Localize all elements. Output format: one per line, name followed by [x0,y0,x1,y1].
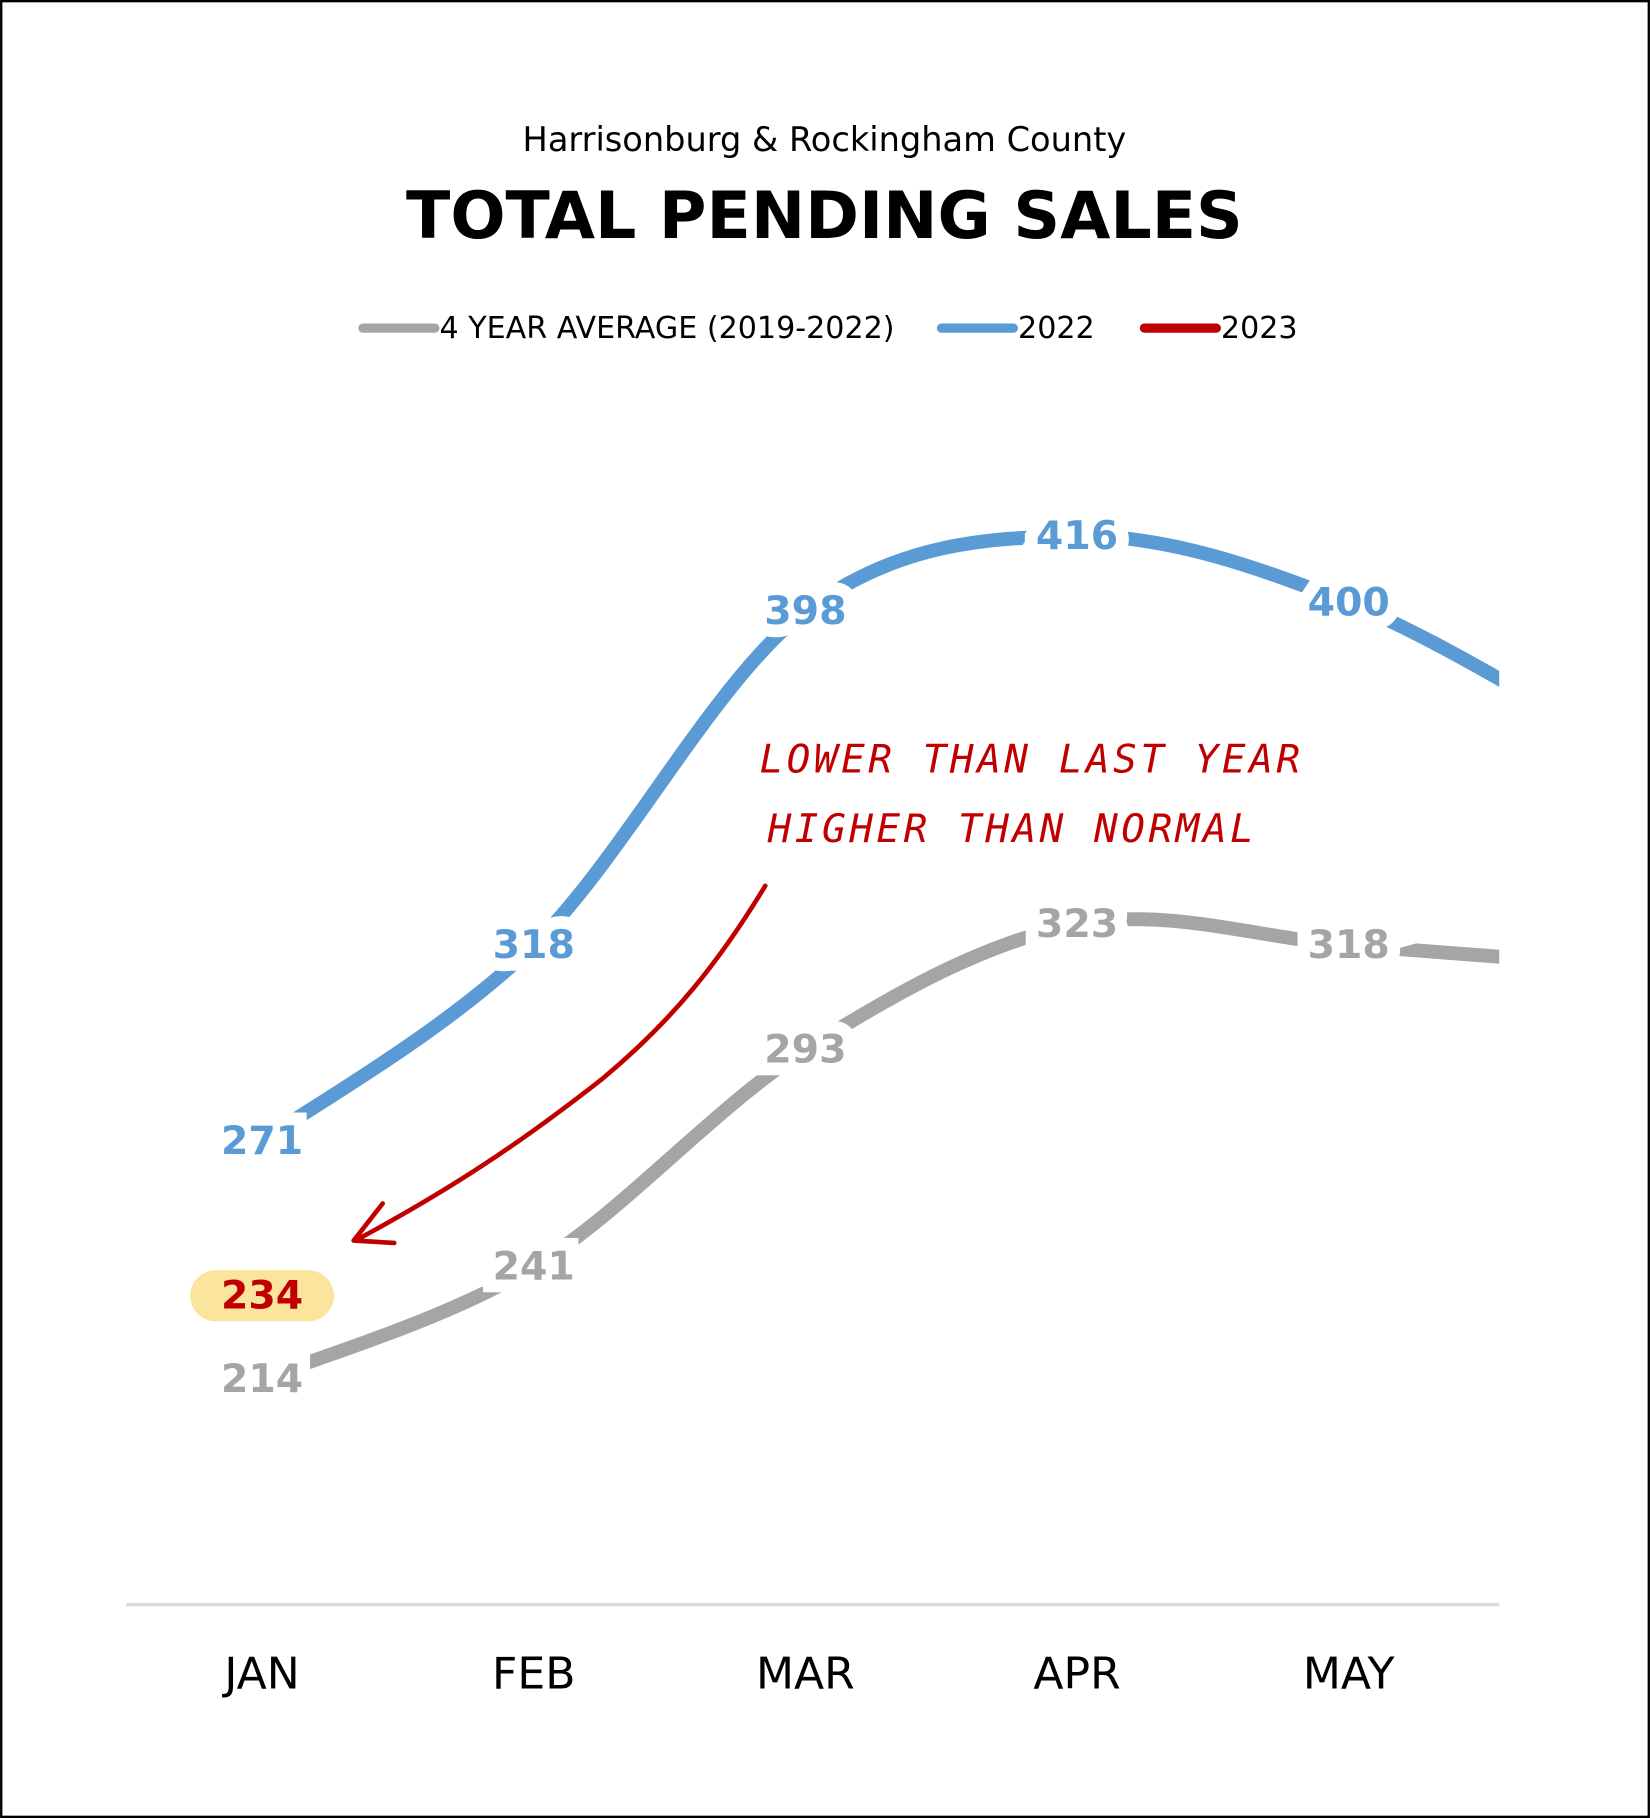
data-label: 400 [1308,580,1390,626]
data-label: 234 [221,1273,303,1319]
legend-label: 2023 [1221,311,1298,346]
data-label: 323 [1036,901,1118,947]
x-tick-label: FEB [492,1649,575,1700]
lines [258,529,1500,1386]
annotation-text: LOWER THAN LAST YEAR [759,736,1303,782]
x-tick-label: JAN [221,1649,299,1700]
data-label: 271 [221,1118,303,1164]
x-tick-label: APR [1033,1649,1120,1700]
chart-title: TOTAL PENDING SALES [406,179,1243,254]
series-line [259,912,1500,1386]
annotation-text: HIGHER THAN NORMAL [767,806,1258,852]
data-label: 398 [764,588,846,634]
chart-subtitle: Harrisonburg & Rockingham County [523,120,1127,159]
annotation-arrow [351,883,768,1246]
data-label: 241 [493,1243,575,1289]
annotation: LOWER THAN LAST YEAR HIGHER THAN NORMAL [351,736,1303,1246]
legend-label: 2022 [1018,311,1095,346]
data-label: 318 [493,922,575,968]
data-label: 318 [1308,922,1390,968]
data-label: 293 [764,1026,846,1072]
data-label: 214 [221,1356,303,1402]
x-tick-label: MAR [756,1649,855,1700]
data-label: 416 [1036,513,1118,559]
x-tick-label: MAY [1303,1649,1395,1700]
legend-label: 4 YEAR AVERAGE (2019-2022) [439,311,894,346]
series-line [258,529,1500,1147]
highlight-marker [190,1270,334,1322]
